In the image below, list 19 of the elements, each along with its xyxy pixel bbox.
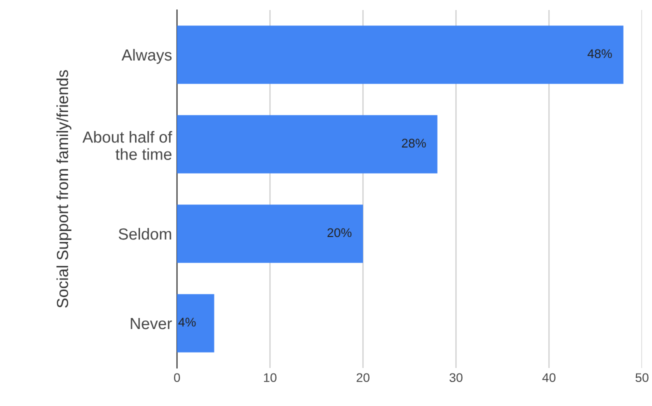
bar (177, 26, 624, 84)
data-label: 28% (402, 138, 426, 148)
y-tick-label: Always (122, 48, 172, 64)
data-label: 48% (588, 49, 612, 58)
x-tick-label: 50 (636, 373, 648, 382)
x-tick-label: 20 (356, 373, 370, 382)
data-label: 4% (178, 318, 196, 327)
x-tick-label: 30 (450, 373, 462, 382)
bar (177, 115, 438, 174)
x-tick-label: 0 (174, 373, 180, 382)
x-tick-label: 40 (542, 373, 556, 382)
y-tick-label: About half of the time (82, 131, 172, 160)
y-tick-label: Never (130, 318, 172, 330)
bar (177, 294, 214, 352)
bar (177, 204, 363, 263)
y-axis-title: Social Support from family/friends (56, 70, 72, 308)
x-tick-label: 10 (264, 373, 276, 382)
y-tick-label: Seldom (118, 228, 172, 240)
data-label: 20% (328, 228, 352, 238)
